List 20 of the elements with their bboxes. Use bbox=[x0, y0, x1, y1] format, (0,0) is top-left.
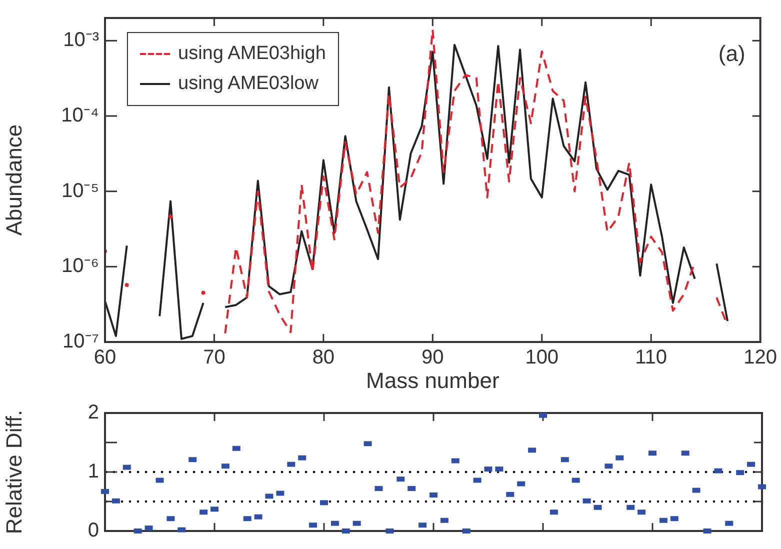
x-tick-label: 100 bbox=[525, 346, 559, 369]
y-tick-label: 2 bbox=[88, 402, 99, 424]
x-tick-label: 90 bbox=[422, 346, 444, 369]
y-axis-title: Relative Diff. bbox=[1, 410, 26, 534]
y-tick-label: 10⁻⁶ bbox=[62, 255, 99, 278]
x-tick-label: 120 bbox=[744, 346, 778, 369]
y-tick-label: 10⁻⁵ bbox=[61, 180, 99, 202]
x-tick-label: 60 bbox=[94, 346, 116, 369]
y-tick-label: 10⁻³ bbox=[63, 29, 100, 52]
y-tick-label: 0 bbox=[88, 520, 99, 542]
x-tick-label: 70 bbox=[203, 346, 226, 369]
legend-label: using AME03low bbox=[178, 73, 318, 95]
legend-label: using AME03high bbox=[178, 43, 326, 65]
y-tick-label: 10⁻⁴ bbox=[61, 104, 99, 127]
y-axis-title: Abundance bbox=[1, 124, 26, 236]
x-tick-label: 110 bbox=[635, 346, 668, 369]
x-tick-label: 80 bbox=[312, 346, 335, 369]
y-tick-label: 1 bbox=[88, 460, 99, 483]
x-axis-title: Mass number bbox=[366, 368, 500, 393]
annotation: (a) bbox=[718, 41, 746, 66]
